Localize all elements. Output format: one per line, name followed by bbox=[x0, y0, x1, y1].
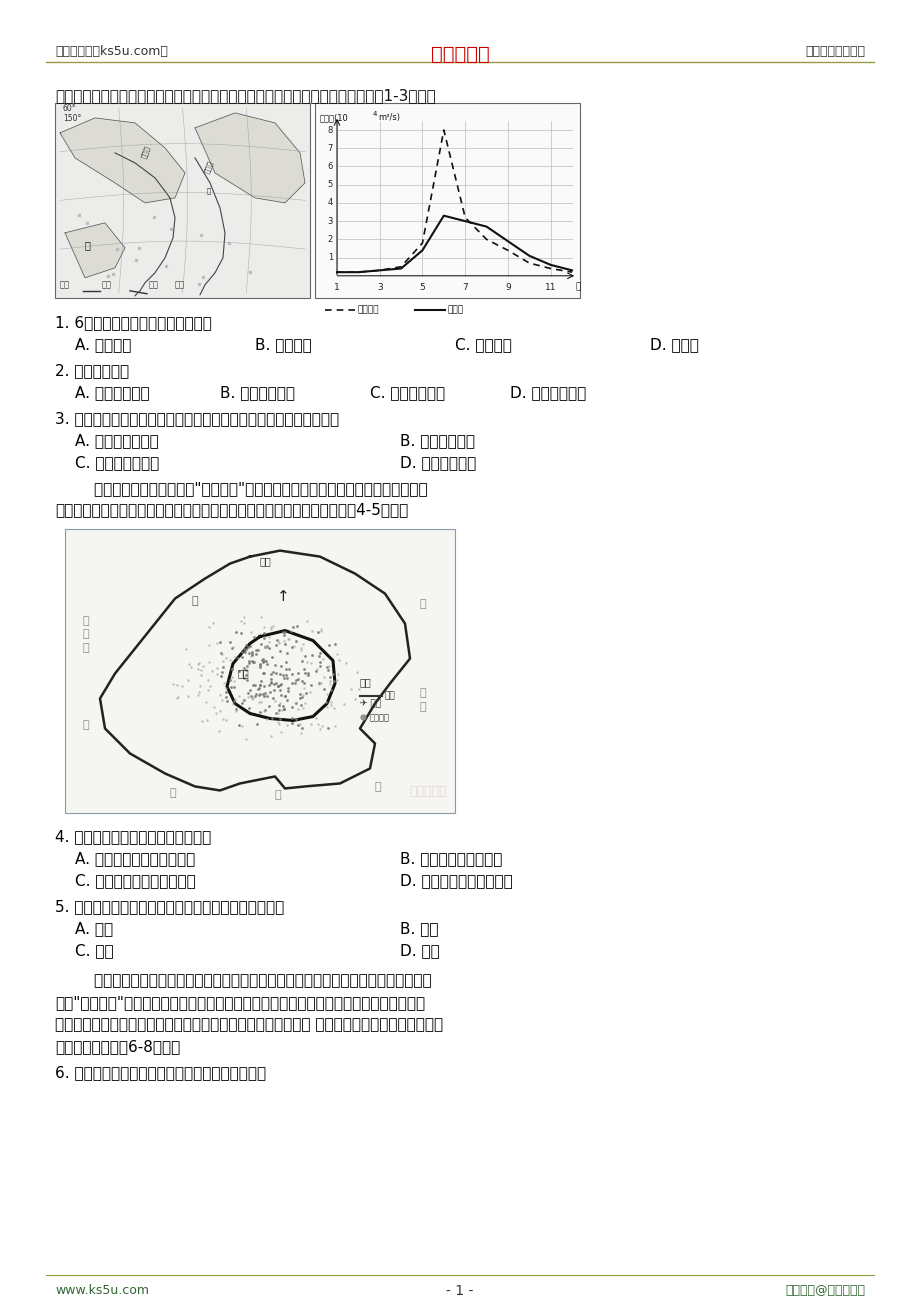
Polygon shape bbox=[65, 223, 125, 277]
Text: 高考资源网: 高考资源网 bbox=[430, 46, 489, 64]
Text: A. 冬季封冻断流: A. 冬季封冻断流 bbox=[75, 384, 150, 400]
Text: 功能密切相关。下图为我国某直辖市城市餐饮业空间分布图。据此完成下列4-5小题。: 功能密切相关。下图为我国某直辖市城市餐饮业空间分布图。据此完成下列4-5小题。 bbox=[55, 503, 408, 518]
Text: 9: 9 bbox=[505, 283, 510, 292]
Text: 沼泽: 沼泽 bbox=[175, 281, 185, 290]
Text: 耕就是在一段时间内不耕种；轮作是指在同一块土地上，在季节 间或年际间轮换接种植不同的作: 耕就是在一段时间内不耕种；轮作是指在同一块土地上，在季节 间或年际间轮换接种植不… bbox=[55, 1017, 443, 1032]
Text: 物。据此完成下面6-8小题。: 物。据此完成下面6-8小题。 bbox=[55, 1039, 180, 1055]
Text: A. 降水季节变化小: A. 降水季节变化小 bbox=[75, 432, 159, 448]
Text: 叶尼塞: 叶尼塞 bbox=[203, 160, 213, 174]
Text: 2: 2 bbox=[327, 234, 333, 243]
Polygon shape bbox=[195, 113, 305, 203]
Text: 图例: 图例 bbox=[60, 281, 70, 290]
Text: 1: 1 bbox=[327, 253, 333, 262]
Bar bbox=[55, 103, 310, 298]
Text: C. 沼泽洼地面积大: C. 沼泽洼地面积大 bbox=[75, 454, 159, 470]
Text: 山: 山 bbox=[83, 643, 89, 652]
Text: 鄂毕河: 鄂毕河 bbox=[140, 146, 151, 160]
Text: 外环: 外环 bbox=[259, 557, 270, 566]
Polygon shape bbox=[60, 118, 185, 203]
Text: 6. 限制萨省农作物种植采用季间轮作的主要因素是: 6. 限制萨省农作物种植采用季间轮作的主要因素是 bbox=[55, 1065, 266, 1081]
Text: C. 围绕多个核心向四周扩展: C. 围绕多个核心向四周扩展 bbox=[75, 874, 196, 888]
Text: 铜: 铜 bbox=[275, 790, 281, 801]
Text: - 1 -: - 1 - bbox=[446, 1284, 473, 1298]
Text: 5: 5 bbox=[327, 180, 333, 189]
Text: A. 大气降水: A. 大气降水 bbox=[75, 337, 131, 352]
Text: 1: 1 bbox=[334, 283, 339, 292]
Text: 图例: 图例 bbox=[359, 677, 371, 687]
Text: B. 乙处: B. 乙处 bbox=[400, 922, 438, 936]
Text: 60°: 60° bbox=[62, 104, 76, 113]
Text: 亚麻是一种喜凉爽湿润的农作物。位于加拿大中南部的萨斯喀彻温省（简称萨省）被: 亚麻是一种喜凉爽湿润的农作物。位于加拿大中南部的萨斯喀彻温省（简称萨省）被 bbox=[55, 974, 431, 988]
Text: 高考资源网: 高考资源网 bbox=[409, 785, 447, 798]
Text: 餐饮业是城市商业的重要"引流业态"，其布局与城市居住、交通、公共服务等空间: 餐饮业是城市商业的重要"引流业态"，其布局与城市居住、交通、公共服务等空间 bbox=[55, 480, 427, 496]
Text: 鄂毕河: 鄂毕河 bbox=[448, 305, 463, 314]
Text: 5. 推测图中甲、乙、丙、丁处餐饮业密度最高的是（）: 5. 推测图中甲、乙、丙、丁处餐饮业密度最高的是（） bbox=[55, 900, 284, 914]
Bar bbox=[65, 529, 455, 814]
Text: 月: 月 bbox=[575, 283, 581, 292]
Text: 河流: 河流 bbox=[102, 281, 112, 290]
Bar bbox=[314, 103, 579, 298]
Text: 7: 7 bbox=[327, 143, 333, 152]
Text: 餐饮分布: 餐饮分布 bbox=[369, 713, 390, 723]
Text: 源: 源 bbox=[207, 187, 211, 194]
Text: 誉为"产粮之篮"，也是亚麻种植大省，当地农场主一般采用休耕、轮作的方式进行耕种（体: 誉为"产粮之篮"，也是亚麻种植大省，当地农场主一般采用休耕、轮作的方式进行耕种（… bbox=[55, 995, 425, 1010]
Text: 3: 3 bbox=[327, 216, 333, 225]
Text: A. 围绕一个核心向四周扩展: A. 围绕一个核心向四周扩展 bbox=[75, 852, 195, 866]
Text: D. 植被覆盖率高: D. 植被覆盖率高 bbox=[400, 454, 476, 470]
Text: 川渝: 川渝 bbox=[384, 691, 395, 700]
Text: ✈ 机场: ✈ 机场 bbox=[359, 699, 380, 708]
Text: 下图为鄂毕河与叶尼塞河的位置示意及多年月平均入海径流量统计。据此完成下面1-3小题。: 下图为鄂毕河与叶尼塞河的位置示意及多年月平均入海径流量统计。据此完成下面1-3小… bbox=[55, 89, 436, 103]
Text: 甲: 甲 bbox=[85, 240, 91, 250]
Text: 3. 与叶尼塞河相比，鄂毕河径流量季节变化较小的主要原因是流域内: 3. 与叶尼塞河相比，鄂毕河径流量季节变化较小的主要原因是流域内 bbox=[55, 410, 339, 426]
Text: 高考资源网（ks5u.com）: 高考资源网（ks5u.com） bbox=[55, 46, 167, 59]
Text: C. 丙处: C. 丙处 bbox=[75, 944, 114, 958]
Text: 明: 明 bbox=[420, 599, 426, 608]
Text: B. 沿河流呈条带状延展: B. 沿河流呈条带状延展 bbox=[400, 852, 502, 866]
Text: B. 水能资源丰富: B. 水能资源丰富 bbox=[220, 384, 295, 400]
Text: 叶尼塞河: 叶尼塞河 bbox=[357, 305, 380, 314]
Text: 径流量(10: 径流量(10 bbox=[320, 113, 348, 122]
Text: D. 沿交通线呈条带状延展: D. 沿交通线呈条带状延展 bbox=[400, 874, 512, 888]
Text: A. 甲处: A. 甲处 bbox=[75, 922, 113, 936]
Text: 缙: 缙 bbox=[83, 616, 89, 625]
Text: 山: 山 bbox=[375, 783, 381, 793]
Text: 山: 山 bbox=[170, 789, 176, 798]
Text: 中: 中 bbox=[191, 595, 199, 605]
Text: D. 春季凌汛明显: D. 春季凌汛明显 bbox=[509, 384, 585, 400]
Text: B. 气温年较差小: B. 气温年较差小 bbox=[400, 432, 474, 448]
Text: 湖泊: 湖泊 bbox=[149, 281, 159, 290]
Text: 5: 5 bbox=[419, 283, 425, 292]
Text: 月: 月 bbox=[420, 689, 426, 698]
Text: 云: 云 bbox=[83, 720, 89, 730]
Text: 2. 鄂毕河甲河段: 2. 鄂毕河甲河段 bbox=[55, 363, 129, 378]
Text: 版权所有@高考资源网: 版权所有@高考资源网 bbox=[784, 1284, 864, 1297]
Text: 渝环: 渝环 bbox=[237, 668, 249, 678]
Text: 4: 4 bbox=[327, 198, 333, 207]
Text: D. 丁处: D. 丁处 bbox=[400, 944, 439, 958]
Text: 您身边的高考专家: 您身边的高考专家 bbox=[804, 46, 864, 59]
Text: C. 河水含沙量大: C. 河水含沙量大 bbox=[369, 384, 445, 400]
Text: 1. 6月，两条大河的主要补给类型是: 1. 6月，两条大河的主要补给类型是 bbox=[55, 315, 211, 329]
Text: 11: 11 bbox=[544, 283, 556, 292]
Text: www.ks5u.com: www.ks5u.com bbox=[55, 1284, 149, 1297]
Text: C. 冰川融水: C. 冰川融水 bbox=[455, 337, 511, 352]
Text: 7: 7 bbox=[462, 283, 468, 292]
Text: ↑: ↑ bbox=[277, 589, 289, 604]
Text: B. 积雪融水: B. 积雪融水 bbox=[255, 337, 312, 352]
Text: D. 地下水: D. 地下水 bbox=[650, 337, 698, 352]
Text: 8: 8 bbox=[327, 125, 333, 134]
Text: 150°: 150° bbox=[62, 113, 81, 122]
Text: 6: 6 bbox=[327, 161, 333, 171]
Text: 4. 该城市餐饮业空间集聚特征是（）: 4. 该城市餐饮业空间集聚特征是（） bbox=[55, 829, 211, 845]
Text: m³/s): m³/s) bbox=[378, 113, 400, 122]
Text: 云: 云 bbox=[83, 629, 89, 638]
Text: 4: 4 bbox=[372, 111, 377, 117]
Text: 3: 3 bbox=[377, 283, 382, 292]
Text: 山: 山 bbox=[420, 703, 426, 712]
